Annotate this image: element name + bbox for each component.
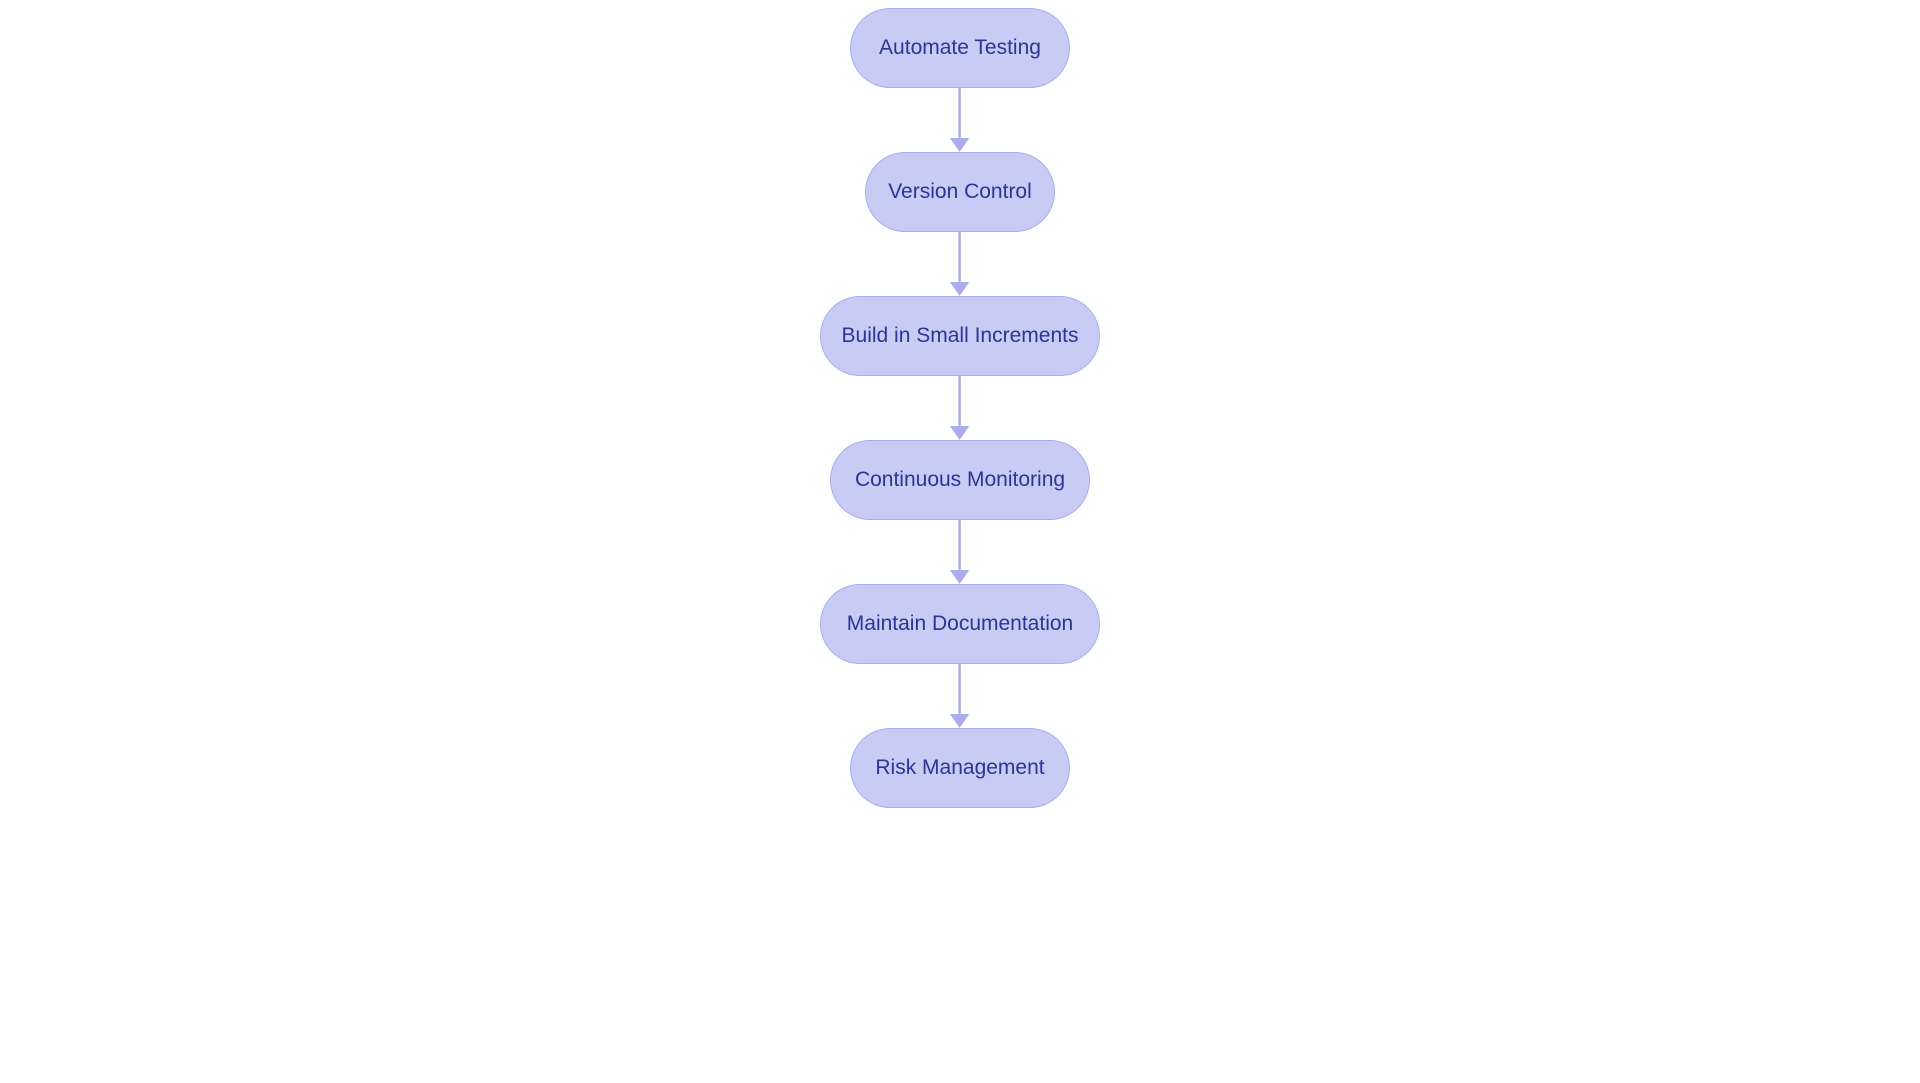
node-label: Risk Management <box>875 756 1044 780</box>
arrow-down <box>947 520 972 584</box>
arrow-down <box>947 664 972 728</box>
node-label: Build in Small Increments <box>842 324 1079 348</box>
node-label: Continuous Monitoring <box>855 468 1065 492</box>
node-automate-testing: Automate Testing <box>850 8 1070 88</box>
node-build-small-increments: Build in Small Increments <box>820 296 1100 376</box>
node-version-control: Version Control <box>865 152 1055 232</box>
node-continuous-monitoring: Continuous Monitoring <box>830 440 1090 520</box>
node-risk-management: Risk Management <box>850 728 1070 808</box>
node-label: Automate Testing <box>879 36 1041 60</box>
flowchart-container: Automate Testing Version Control Build in … <box>820 0 1100 808</box>
node-maintain-documentation: Maintain Documentation <box>820 584 1100 664</box>
arrow-down <box>947 376 972 440</box>
node-label: Version Control <box>888 180 1032 204</box>
arrow-down <box>947 88 972 152</box>
node-label: Maintain Documentation <box>847 612 1073 636</box>
arrow-down <box>947 232 972 296</box>
